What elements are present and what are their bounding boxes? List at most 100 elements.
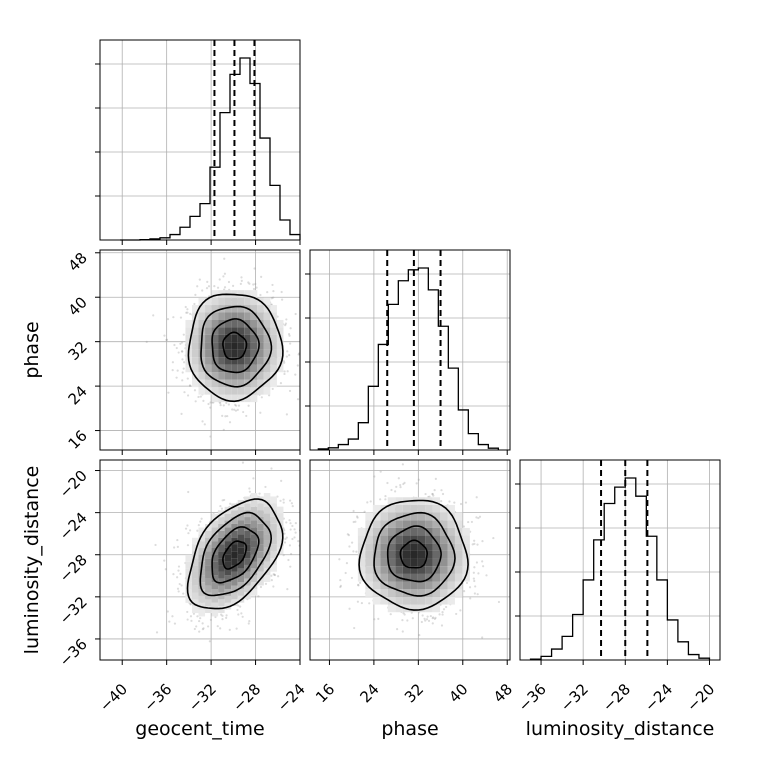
scatter-point <box>353 626 356 630</box>
density-cell <box>198 305 206 313</box>
density-cell <box>218 599 225 607</box>
density-cell <box>211 379 219 388</box>
scatter-point <box>173 546 176 549</box>
scatter-point <box>176 587 180 590</box>
density-cell <box>410 543 418 551</box>
density-cell <box>224 554 232 562</box>
density-cell <box>231 517 238 524</box>
density-cell <box>263 493 271 500</box>
density-cell <box>257 334 264 343</box>
density-cell <box>218 592 225 600</box>
scatter-point <box>164 568 167 571</box>
density-layer <box>154 461 300 643</box>
scatter-point <box>189 615 193 618</box>
density-cell <box>231 599 238 607</box>
density-cell <box>224 602 232 610</box>
density-cell <box>365 589 373 597</box>
scatter-point <box>363 510 366 513</box>
density-cell <box>462 573 470 582</box>
scatter-point <box>284 322 288 325</box>
scatter-point <box>231 408 234 411</box>
density-cell <box>372 550 381 559</box>
density-cell <box>198 534 206 542</box>
scatter-point <box>163 559 166 562</box>
density-cell <box>263 342 271 350</box>
density-cell <box>270 551 277 559</box>
density-cell <box>231 364 238 373</box>
scatter-point <box>286 588 289 591</box>
density-cell <box>257 349 264 358</box>
density-cell <box>224 527 232 535</box>
density-cell <box>417 504 426 513</box>
density-cell <box>231 342 238 350</box>
density-cell <box>357 543 366 551</box>
scatter-point <box>467 520 470 524</box>
density-cell <box>211 394 219 403</box>
density-cell <box>231 551 238 559</box>
scatter-point <box>216 625 219 628</box>
density-cell <box>387 596 396 605</box>
scatter-point <box>188 529 192 532</box>
density-cell <box>198 297 206 306</box>
density-cell <box>237 372 245 380</box>
scatter-point <box>193 302 196 306</box>
scatter-point <box>226 414 229 418</box>
scatter-point <box>468 586 472 589</box>
scatter-point <box>240 612 243 615</box>
density-cell <box>425 535 433 544</box>
density-cell <box>257 571 264 579</box>
density-cell <box>237 387 245 395</box>
scatter-point <box>350 576 354 580</box>
density-cell <box>237 588 245 596</box>
density-cell <box>425 512 433 521</box>
scatter-point <box>271 283 274 287</box>
density-cell <box>257 305 264 313</box>
scatter-point <box>175 346 178 350</box>
density-cell <box>185 554 192 562</box>
density-cell <box>191 585 199 593</box>
scatter-point <box>386 481 389 485</box>
density-cell <box>425 550 433 559</box>
density-cell <box>365 558 373 567</box>
density-cell <box>372 566 381 574</box>
scatter-point <box>237 613 240 616</box>
density-cell <box>250 493 258 500</box>
scatter-point <box>209 618 213 622</box>
density-cell <box>250 319 258 328</box>
density-cell <box>270 530 277 538</box>
scatter-point <box>197 395 200 399</box>
scatter-point <box>423 617 426 620</box>
density-cell <box>432 527 441 536</box>
density-cell <box>231 571 238 579</box>
density-cell <box>270 364 277 373</box>
density-cell <box>380 520 388 528</box>
scatter-point <box>289 522 292 525</box>
scatter-point <box>181 371 184 374</box>
scatter-point <box>270 579 273 582</box>
density-cell <box>218 585 225 593</box>
density-cell <box>198 387 206 395</box>
scatter-point <box>195 625 198 628</box>
density-cell <box>218 544 225 552</box>
scatter-point <box>481 540 484 543</box>
scatter-point <box>239 282 242 285</box>
density-cell <box>276 319 284 328</box>
scatter-point <box>223 498 226 502</box>
density-cell <box>263 297 271 306</box>
scatter-point <box>177 351 180 354</box>
density-cell <box>237 554 245 562</box>
density-cell <box>410 520 418 528</box>
scatter-point <box>287 333 291 336</box>
scatter-point <box>221 414 224 417</box>
scatter-point <box>186 394 190 397</box>
density-cell <box>257 319 264 328</box>
scatter-point <box>469 597 472 600</box>
density-cell <box>432 581 441 590</box>
density-cell <box>211 575 219 583</box>
y-tick-label-luminosity-distance: −20 <box>56 467 91 502</box>
scatter-point <box>254 282 257 286</box>
density-cell <box>218 551 225 559</box>
density-cell <box>211 305 219 313</box>
panel-background <box>520 460 720 660</box>
density-cell <box>257 372 264 380</box>
